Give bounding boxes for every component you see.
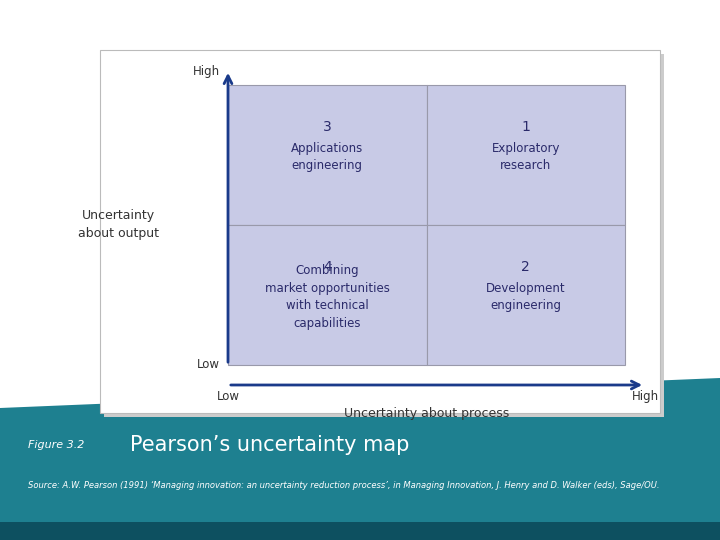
Text: Exploratory
research: Exploratory research [492,141,560,172]
Text: Source: A.W. Pearson (1991) ‘Managing innovation: an uncertainty reduction proce: Source: A.W. Pearson (1991) ‘Managing in… [28,481,660,489]
Text: 2: 2 [521,260,530,274]
Text: High: High [631,390,659,403]
Text: Pearson’s uncertainty map: Pearson’s uncertainty map [130,435,410,455]
Text: Combining
market opportunities
with technical
capabilities: Combining market opportunities with tech… [265,264,390,330]
Polygon shape [0,522,720,540]
Text: Uncertainty
about output: Uncertainty about output [78,210,158,240]
Bar [228,225,426,365]
Bar [426,85,625,225]
Bar [426,225,625,365]
Text: 1: 1 [521,120,530,134]
Bar [228,85,426,225]
Polygon shape [0,378,720,540]
Text: Applications
engineering: Applications engineering [291,141,364,172]
Bar [104,54,664,417]
Text: Low: Low [197,359,220,372]
Text: Uncertainty about process: Uncertainty about process [344,407,509,420]
Text: High: High [193,64,220,78]
Text: 4: 4 [323,260,332,274]
Text: 3: 3 [323,120,332,134]
Text: Low: Low [217,390,240,403]
Bar [100,50,660,413]
Text: Development
engineering: Development engineering [486,282,566,312]
Text: Figure 3.2: Figure 3.2 [28,440,84,450]
